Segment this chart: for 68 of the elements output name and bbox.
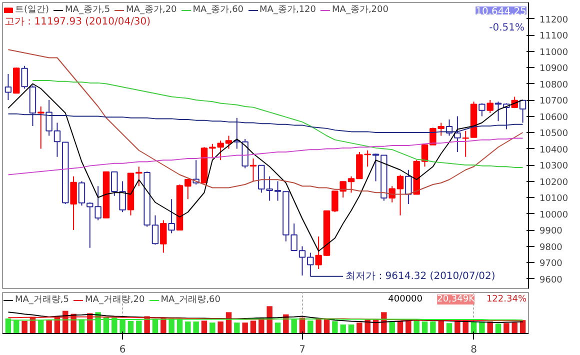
y-tick-label: 11100 [540,32,568,42]
bar [210,322,216,334]
bar [381,312,387,334]
y-tick-label: 10500 [540,129,568,139]
bar [504,323,510,334]
bar [234,322,240,334]
annotation: 고가 : 11197.93 (2010/04/30) [4,16,151,28]
bar [356,322,362,334]
candlestick [78,180,86,206]
bar [446,323,452,334]
text: 400000 [388,294,423,304]
candlestick [152,214,159,246]
bar [495,324,502,334]
legend-label: MA_종가,5 [65,4,110,16]
annotation: 최저가 : 9614.32 (2010/07/02) [346,270,496,282]
legend-label: MA_거래량,60 [160,294,221,306]
legend-label: MA_종가,120 [260,4,316,16]
bar [479,321,485,334]
candlestick [462,130,469,158]
candlestick [168,198,175,234]
candlestick [478,102,486,117]
line-series [8,138,524,176]
bar [218,321,224,334]
candlestick [405,169,412,204]
bar [242,322,248,334]
y-tick-label: 10300 [540,162,568,172]
legend-label: MA_종가,60 [192,4,244,16]
x-tick-label: 7 [299,344,306,355]
y-tick-label: 10600 [540,112,568,123]
y-tick-label: 10900 [540,64,568,74]
candlestick [160,220,167,254]
y-tick-label: 9700 [540,259,563,269]
y-tick-label: 10400 [540,145,568,156]
candlestick [70,176,77,230]
legend-label: MA_거래량,5 [15,294,70,306]
bar [22,320,28,334]
y-tick-label: 9800 [540,242,563,253]
candlestick [250,158,257,182]
legend-label: MA_거래량,20 [85,294,145,306]
y-tick-label: 10000 [540,210,568,220]
annotation: -0.51% [489,22,525,34]
bar [274,322,281,334]
y-tick-label: 10100 [540,194,568,204]
candlestick [21,65,28,90]
y-tick-label: 11000 [540,48,568,58]
x-tick-label: 8 [470,344,477,355]
y-tick-label: 11200 [540,15,568,26]
legend-label: MA_종가,200 [332,4,388,16]
candlestick [519,100,526,124]
legend-label: MA_종가,20 [126,4,177,16]
y-tick-label: 9600 [540,275,563,286]
legend-label: 트(일간) [15,4,50,16]
line-series [32,80,524,168]
candlestick [486,100,494,114]
y-tick-label: 10800 [540,80,568,90]
candlestick [38,106,44,150]
bar [46,320,52,334]
candlestick [4,74,12,100]
bar [348,324,354,334]
y-tick-label: 9900 [540,226,563,236]
text: 122.34% [486,294,527,304]
y-tick-label: 10200 [540,178,568,188]
annotation: 10,644.25 [476,6,527,18]
x-tick-label: 6 [119,344,126,355]
y-tick-label: 10700 [540,96,568,106]
text: 20,349K [437,294,476,304]
bar [389,321,395,334]
bar [340,324,346,334]
